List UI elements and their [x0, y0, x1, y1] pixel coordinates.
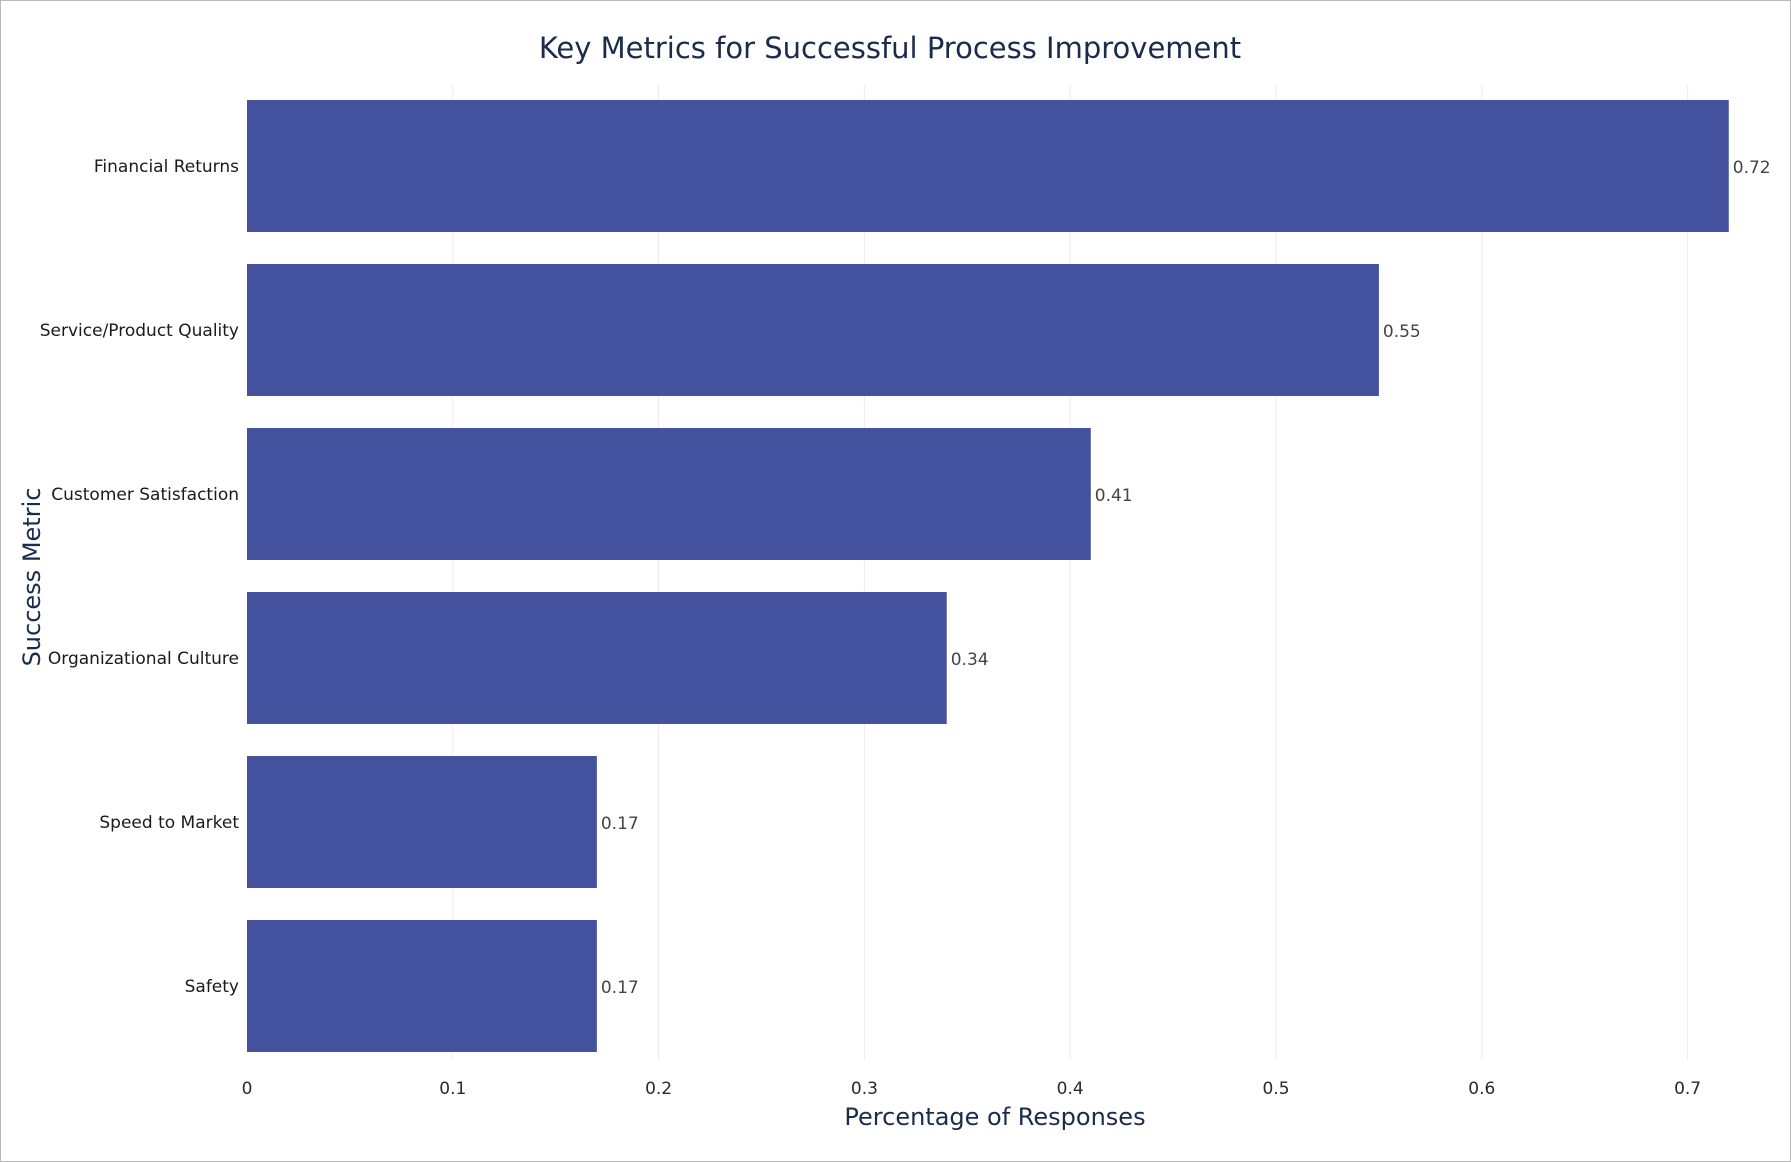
bar: [247, 592, 947, 724]
x-tick-label: 0.3: [851, 1079, 878, 1099]
x-tick-label: 0: [242, 1079, 253, 1099]
category-label: Customer Satisfaction: [51, 485, 239, 505]
x-tick-label: 0.7: [1674, 1079, 1701, 1099]
bar: [247, 428, 1091, 560]
bar: [247, 920, 597, 1052]
category-label: Speed to Market: [99, 813, 239, 833]
y-axis-title: Success Metric: [18, 488, 46, 667]
category-label: Organizational Culture: [48, 649, 239, 669]
x-axis-title: Percentage of Responses: [844, 1103, 1145, 1131]
bar: [247, 264, 1379, 396]
data-labels: 0.72 0.55 0.41 0.34 0.17 0.17: [601, 158, 1771, 998]
x-tick-label: 0.6: [1468, 1079, 1495, 1099]
category-labels: Financial Returns Service/Product Quality…: [40, 157, 240, 997]
x-tick-labels: 0 0.1 0.2 0.3 0.4 0.5 0.6 0.7: [242, 1079, 1702, 1099]
data-label: 0.17: [601, 814, 639, 834]
gridlines: [452, 85, 1689, 1060]
chart-title: Key Metrics for Successful Process Impro…: [539, 31, 1241, 65]
x-tick-label: 0.2: [645, 1079, 672, 1099]
category-label: Safety: [185, 977, 239, 997]
x-tick-label: 0.4: [1057, 1079, 1084, 1099]
x-tick-label: 0.1: [439, 1079, 466, 1099]
bar: [247, 100, 1729, 232]
data-label: 0.41: [1095, 486, 1133, 506]
category-label: Service/Product Quality: [40, 321, 239, 341]
x-tick-label: 0.5: [1262, 1079, 1289, 1099]
data-label: 0.72: [1733, 158, 1771, 178]
data-label: 0.34: [951, 650, 989, 670]
bars: [247, 100, 1729, 1052]
category-label: Financial Returns: [94, 157, 239, 177]
data-label: 0.55: [1383, 322, 1421, 342]
bar: [247, 756, 597, 888]
data-label: 0.17: [601, 978, 639, 998]
